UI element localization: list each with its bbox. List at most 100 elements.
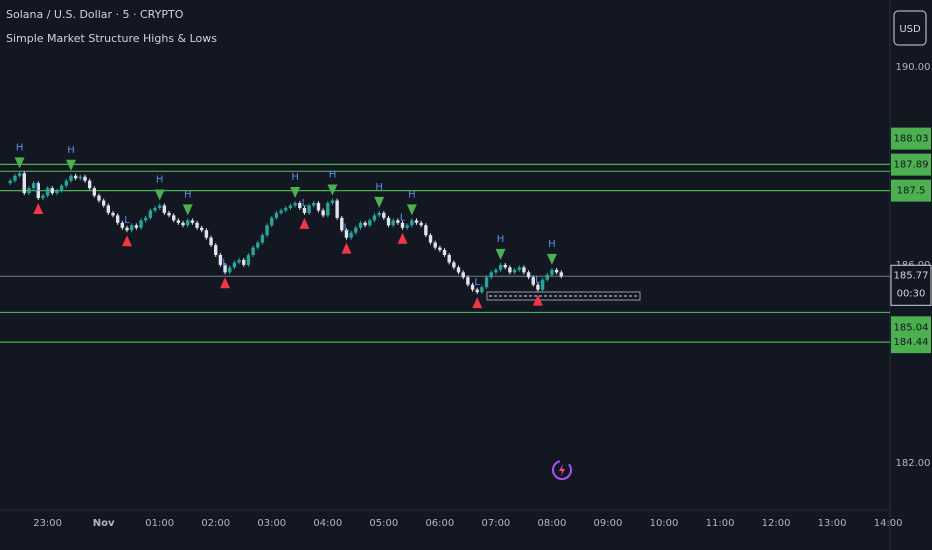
position-box <box>486 291 641 301</box>
candle-body <box>256 242 260 248</box>
candle-body <box>340 217 344 231</box>
candle-body <box>307 205 311 213</box>
candle-body <box>293 203 297 206</box>
candle-body <box>153 207 157 211</box>
candle-body <box>382 212 386 218</box>
swing-low-label: L <box>302 198 308 209</box>
candle-body <box>78 176 83 179</box>
candle-body <box>17 173 22 176</box>
candle-body <box>545 274 549 280</box>
x-tick-label: 14:00 <box>874 518 903 529</box>
level-price-box <box>891 153 931 176</box>
swing-high-marker <box>374 196 385 208</box>
candle-body <box>36 183 40 199</box>
candle-body <box>396 220 400 223</box>
swing-low-marker <box>341 242 352 254</box>
candle-body <box>470 284 475 290</box>
candle-body <box>508 267 512 273</box>
swing-low-marker <box>472 297 483 309</box>
candle-body <box>419 222 423 226</box>
candle-body <box>55 190 59 194</box>
swing-high-label: H <box>408 189 416 200</box>
candle-body <box>526 272 531 278</box>
candle-body <box>200 227 204 231</box>
candle-body <box>209 237 213 246</box>
swing-low-label: L <box>36 183 42 194</box>
candle-body <box>354 227 358 233</box>
countdown-label: 00:30 <box>897 288 926 299</box>
currency-button[interactable] <box>893 10 927 46</box>
candle-body <box>176 220 181 223</box>
candle-body <box>265 225 269 236</box>
candle-body <box>522 267 526 273</box>
swing-low-marker <box>33 203 44 215</box>
candle-body <box>148 210 153 218</box>
level-price-label: 187.89 <box>894 160 929 171</box>
candle-body <box>424 225 428 236</box>
candle-body <box>162 205 167 213</box>
candle-body <box>69 175 73 181</box>
x-tick-label: 04:00 <box>313 518 342 529</box>
swing-high-label: H <box>497 234 505 245</box>
candle-body <box>410 220 414 226</box>
candle-body <box>251 247 255 255</box>
candle-body <box>452 262 456 268</box>
candle-body <box>321 210 325 216</box>
candle-body <box>554 269 559 273</box>
indicator-name: Simple Market Structure Highs & Lows <box>6 32 217 45</box>
candle-body <box>64 180 69 186</box>
candle-body <box>125 227 129 231</box>
candle-body <box>87 180 92 189</box>
swing-high-label: H <box>375 182 383 193</box>
x-tick-label: 03:00 <box>257 518 286 529</box>
x-tick-label: 08:00 <box>538 518 567 529</box>
candle-body <box>484 277 489 288</box>
level-price-label: 188.03 <box>894 134 929 145</box>
candle-body <box>358 222 363 228</box>
candle-body <box>475 289 479 293</box>
swing-high-label: H <box>16 142 24 153</box>
candle-body <box>143 217 148 221</box>
candle-body <box>157 205 162 208</box>
candle-body <box>456 267 461 273</box>
swing-high-label: H <box>184 189 192 200</box>
candle-body <box>246 255 251 265</box>
x-tick-label: 06:00 <box>425 518 454 529</box>
candle-body <box>550 269 554 275</box>
swing-high-label: H <box>291 172 299 183</box>
candle-body <box>326 203 330 216</box>
candle-body <box>181 222 185 226</box>
candle-body <box>214 245 218 255</box>
x-tick-label: 05:00 <box>369 518 398 529</box>
candle-body <box>111 212 115 216</box>
swing-low-label: L <box>124 215 130 226</box>
swing-high-marker <box>546 253 557 265</box>
level-price-label: 184.44 <box>894 337 929 348</box>
candle-body <box>405 225 409 228</box>
x-tick-label: 12:00 <box>762 518 791 529</box>
logo <box>552 460 572 480</box>
candle-body <box>330 200 335 204</box>
candle-body <box>73 175 78 179</box>
candle-body <box>344 230 349 238</box>
candle-body <box>316 203 321 211</box>
swing-low-marker <box>220 277 231 289</box>
x-tick-label: 10:00 <box>650 518 679 529</box>
candle-body <box>372 215 377 221</box>
swing-high-marker <box>65 159 76 171</box>
swing-high-label: H <box>548 239 556 250</box>
swing-high-marker <box>290 187 301 199</box>
x-tick-label: 11:00 <box>706 518 735 529</box>
swing-high-label: H <box>156 175 164 186</box>
candle-body <box>186 220 190 226</box>
candle-body <box>41 195 45 199</box>
candle-body <box>232 262 237 268</box>
candle-body <box>223 264 227 273</box>
currency-label[interactable]: USD <box>899 24 921 35</box>
candle-body <box>50 188 54 194</box>
candle-body <box>288 205 293 208</box>
swing-low-label: L <box>400 213 406 224</box>
candle-body <box>461 272 465 278</box>
candle-body <box>172 215 176 221</box>
x-tick-label: 09:00 <box>594 518 623 529</box>
